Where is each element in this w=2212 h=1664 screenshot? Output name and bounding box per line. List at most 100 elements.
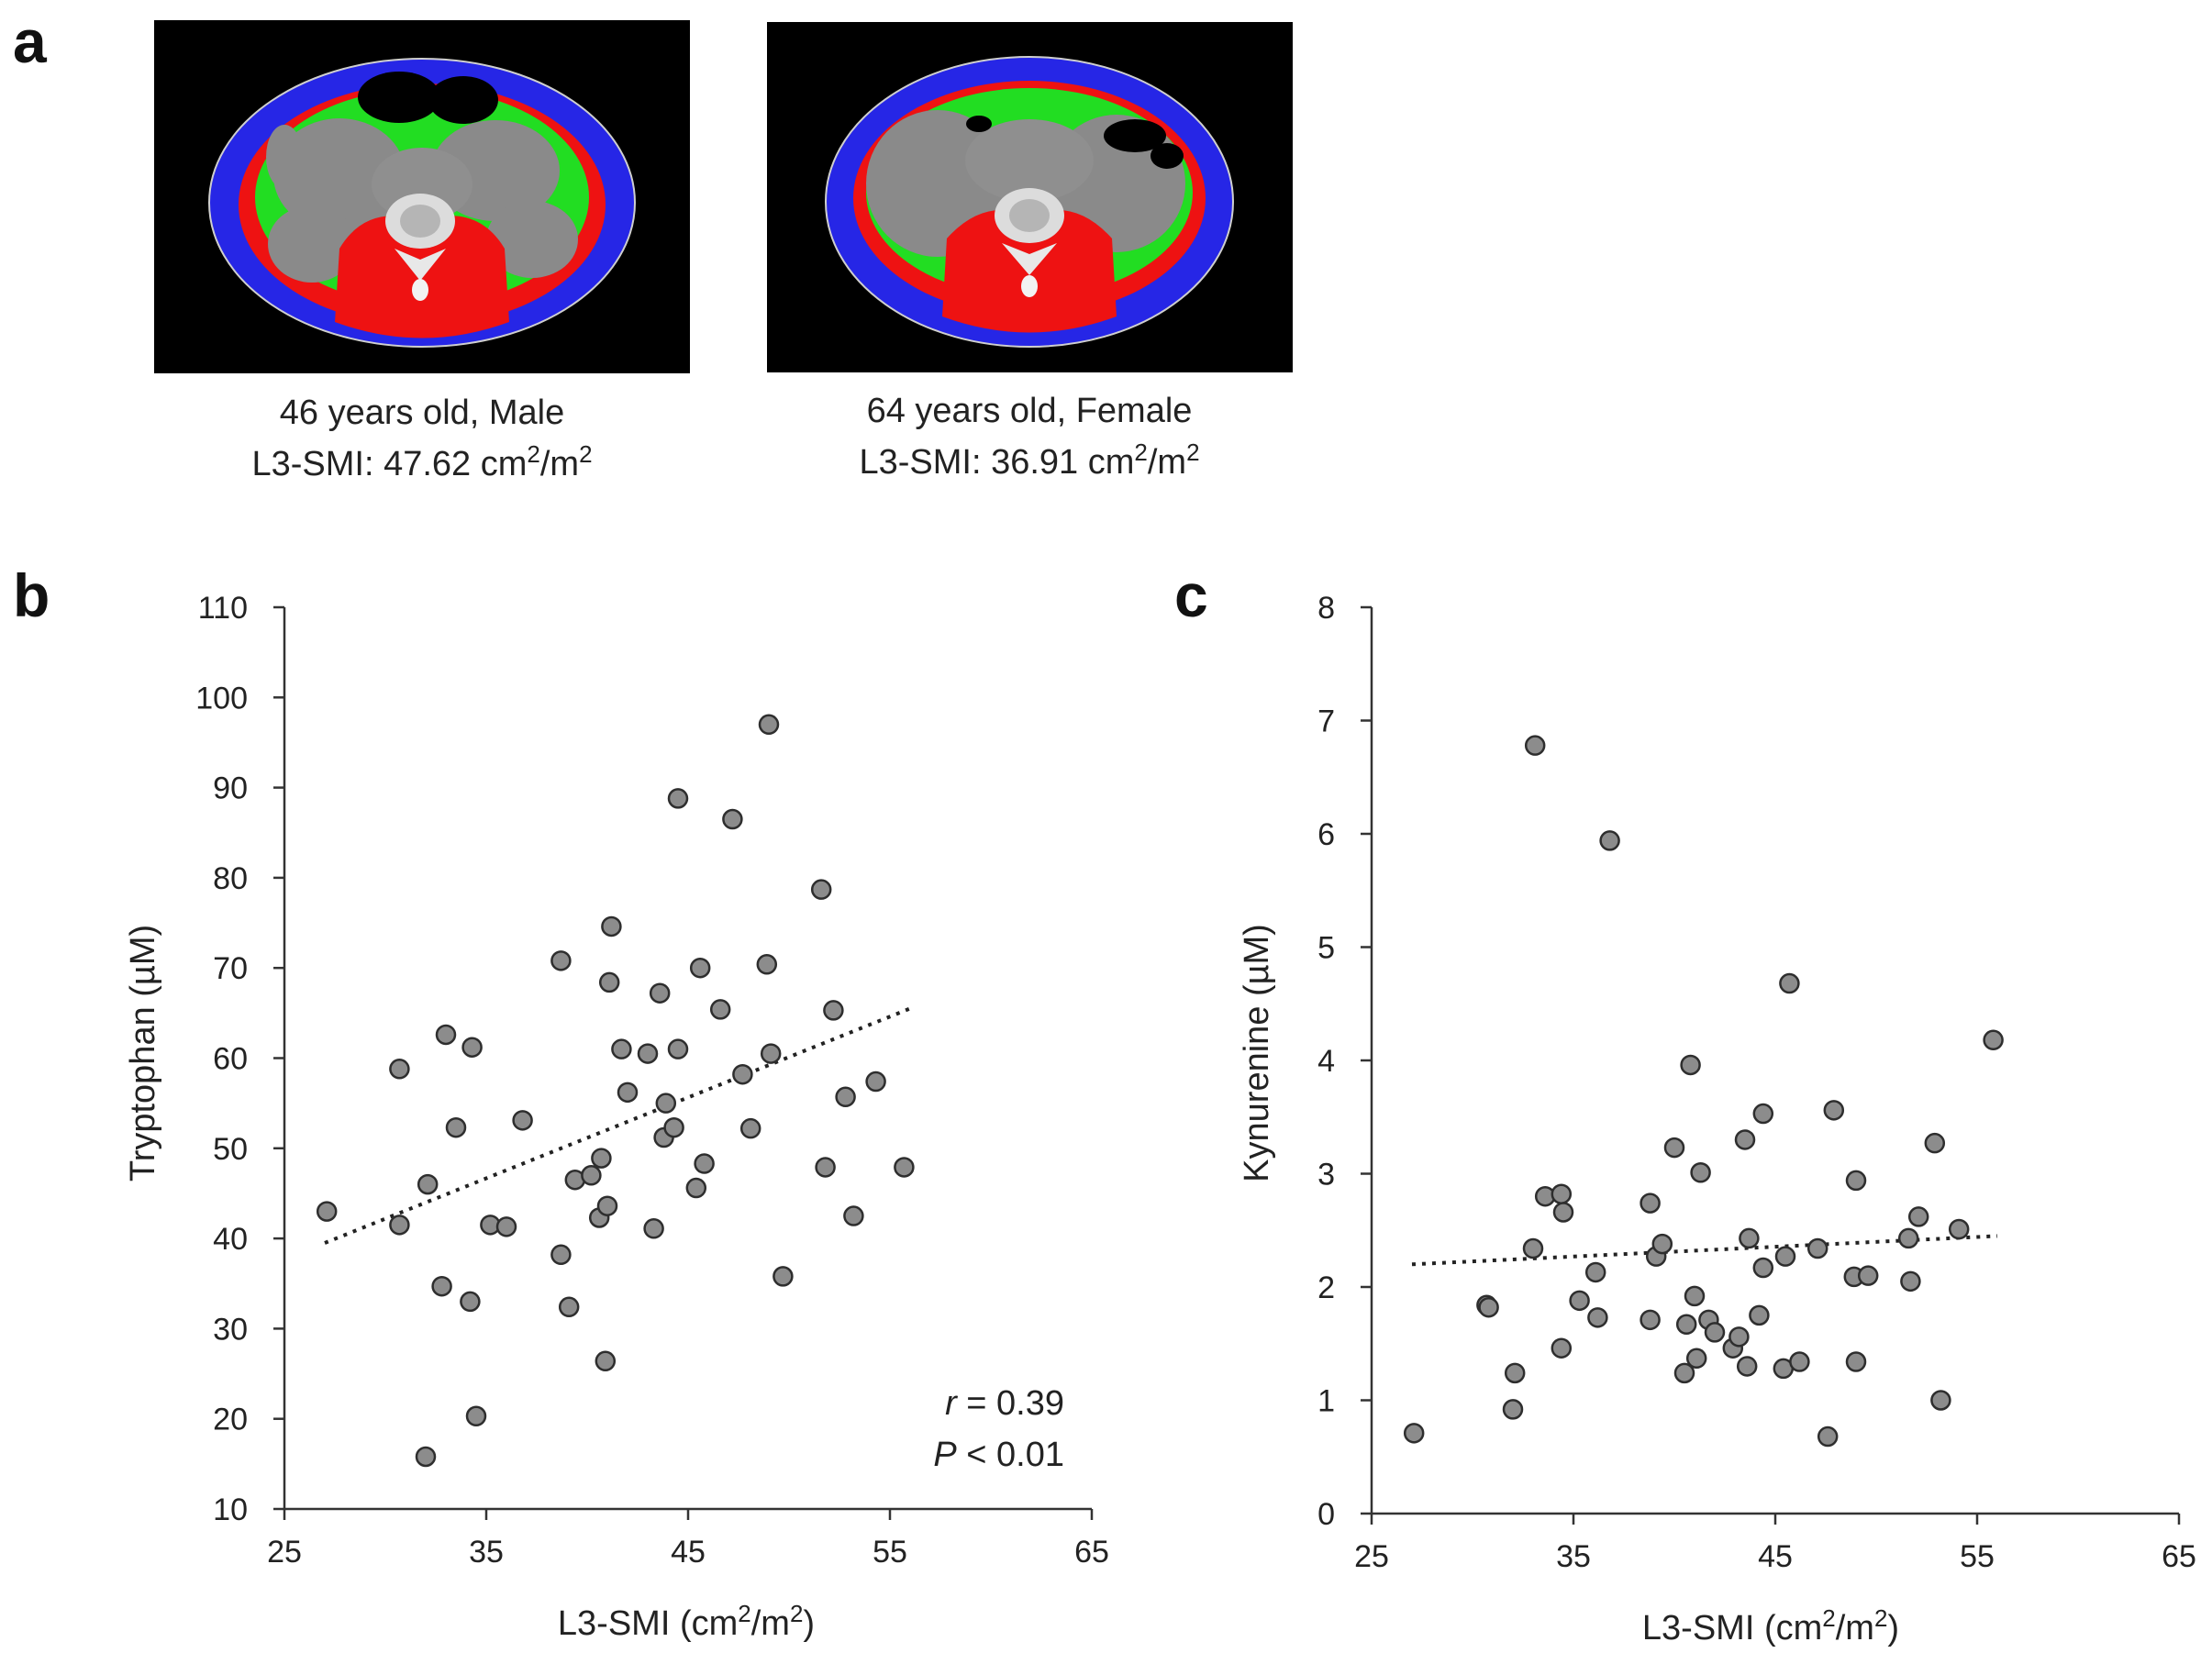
panel-label-c: c (1174, 561, 1208, 629)
x-tick-label: 65 (1074, 1535, 1109, 1570)
scatter-point (649, 982, 671, 1004)
trendline (324, 1006, 911, 1245)
ct-scan-female (767, 22, 1293, 372)
x-tick-label: 25 (1354, 1539, 1389, 1574)
panel-label-a: a (13, 7, 48, 75)
chart-b-points (316, 714, 915, 1468)
x-tick-label: 35 (1556, 1539, 1591, 1574)
scatter-point (1845, 1351, 1867, 1372)
scatter-point (1857, 1265, 1879, 1286)
scatter-point (1663, 1137, 1685, 1159)
x-tick-label: 55 (1960, 1539, 1995, 1574)
correlation-r-label: r = 0.39 (945, 1384, 1064, 1423)
scatter-point (598, 971, 620, 993)
scatter-point (843, 1205, 864, 1226)
y-tick-label: 8 (1317, 591, 1335, 626)
panel-label-b: b (13, 561, 50, 629)
scatter-point (1823, 1100, 1845, 1121)
scatter-point (1551, 1337, 1573, 1359)
scatter-point (1690, 1162, 1711, 1183)
scatter-point (1504, 1362, 1526, 1384)
scatter-point (1752, 1257, 1774, 1279)
scatter-point (415, 1446, 437, 1468)
chart-c-points (1403, 735, 2004, 1448)
scatter-point (435, 1024, 457, 1046)
y-tick-label: 90 (213, 771, 248, 806)
scatter-point (637, 1043, 659, 1064)
scatter-point (417, 1173, 439, 1195)
scatter-point (550, 950, 572, 971)
scatter-point (389, 1059, 410, 1080)
chart-c-x-axis-label: L3-SMI (cm2/m2) (1642, 1604, 1899, 1647)
scatter-point (601, 915, 622, 937)
scatter-point (835, 1086, 856, 1108)
scatter-point (445, 1116, 467, 1138)
scatter-point (1734, 1129, 1756, 1150)
scatter-point (865, 1071, 886, 1093)
y-tick-label: 110 (198, 591, 248, 626)
scatter-point (611, 1038, 632, 1059)
scatter-point (1789, 1351, 1810, 1372)
scatter-point (1403, 1423, 1425, 1444)
scatter-point (1502, 1399, 1524, 1420)
scatter-point (1739, 1227, 1760, 1249)
scatter-point (1900, 1270, 1921, 1292)
scatter-point (667, 1038, 689, 1059)
y-tick-label: 60 (213, 1042, 248, 1077)
trendline (1411, 1234, 1998, 1267)
scatter-point (643, 1218, 664, 1239)
scatter-point (1599, 830, 1620, 851)
x-tick-label: 65 (2162, 1539, 2196, 1574)
scan-male-caption-smi: L3-SMI: 47.62 cm2/m2 (251, 440, 592, 483)
x-tick-label: 45 (671, 1535, 706, 1570)
scatter-point (894, 1157, 915, 1178)
scatter-point (1524, 735, 1546, 756)
scatter-point (1924, 1132, 1946, 1154)
scatter-point (1704, 1322, 1726, 1343)
y-tick-label: 70 (213, 951, 248, 986)
scatter-point (1551, 1183, 1573, 1204)
scan-female-caption-smi: L3-SMI: 36.91 cm2/m2 (859, 438, 1199, 482)
chart-b-y-axis-label: Tryptophan (µM) (124, 925, 162, 1181)
scatter-point (760, 1043, 782, 1064)
x-tick-label: 55 (873, 1535, 907, 1570)
chart-b-x-axis-label: L3-SMI (cm2/m2) (558, 1600, 815, 1643)
scatter-point (1684, 1285, 1706, 1307)
scatter-point (1587, 1307, 1608, 1328)
y-tick-label: 6 (1317, 817, 1335, 852)
scatter-point (823, 1000, 844, 1021)
scatter-point (460, 1291, 481, 1313)
scatter-point (1640, 1309, 1661, 1331)
y-tick-label: 4 (1317, 1044, 1335, 1079)
y-tick-label: 1 (1317, 1384, 1335, 1419)
y-tick-label: 100 (195, 681, 248, 716)
scatter-point (758, 714, 780, 736)
scatter-point (1817, 1425, 1839, 1448)
scan-male-caption-demographics: 46 years old, Male (280, 394, 565, 432)
scatter-point (495, 1216, 517, 1237)
scatter-point (722, 808, 743, 830)
y-tick-label: 2 (1317, 1270, 1335, 1305)
scatter-point (461, 1037, 483, 1058)
scan-female-caption-demographics: 64 years old, Female (867, 392, 1193, 430)
scatter-point (558, 1296, 580, 1318)
scatter-point (815, 1157, 836, 1178)
scatter-point (1685, 1348, 1707, 1370)
scatter-point (581, 1165, 602, 1186)
scatter-point (1569, 1290, 1590, 1312)
y-tick-label: 80 (213, 861, 248, 896)
scatter-point (431, 1275, 452, 1297)
scatter-point (550, 1244, 572, 1266)
scatter-point (1983, 1029, 2004, 1051)
ct-scan-male (154, 20, 690, 373)
scatter-point (596, 1195, 618, 1216)
scatter-point (617, 1082, 639, 1104)
scatter-point (1680, 1054, 1701, 1076)
y-tick-label: 50 (213, 1132, 248, 1167)
scatter-point (1948, 1218, 1970, 1240)
scatter-point (1752, 1103, 1774, 1125)
scatter-point (1552, 1202, 1574, 1223)
